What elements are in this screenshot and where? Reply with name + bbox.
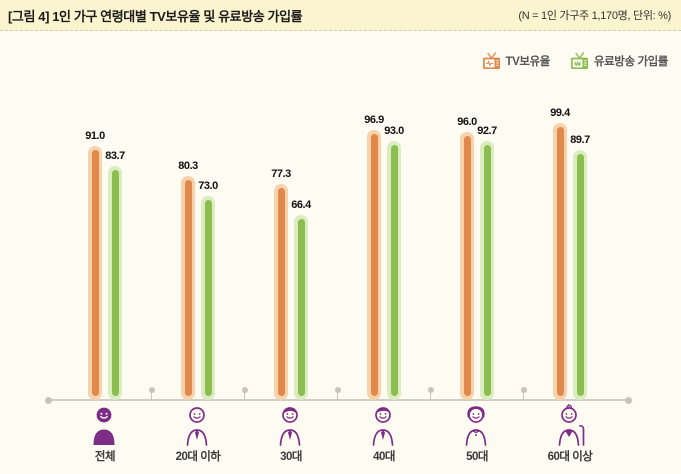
category-label-20대 이하: 20대 이하: [175, 451, 221, 463]
axis-end-dot-left: [44, 396, 52, 404]
svg-text:₩: ₩: [574, 61, 581, 68]
category-label-전체: 전체: [94, 451, 116, 463]
figure-header: [그림 4] 1인 가구 연령대별 TV보유율 및 유료방송 가입률 (N = …: [0, 0, 681, 31]
person-20s-icon: [179, 404, 217, 446]
legend-label-paid-broadcast: 유료방송 가입률: [593, 56, 668, 68]
category-label-50대: 50대: [466, 451, 488, 463]
legend-label-tv-ownership: TV보유율: [505, 56, 551, 68]
value-label-유료방송 가입률-40대: 93.0: [384, 124, 404, 137]
bar-core-TV보유율-60대 이상: [556, 126, 564, 396]
bar-core-TV보유율-30대: [277, 188, 285, 396]
category-label-60대 이상: 60대 이상: [547, 451, 593, 463]
value-label-TV보유율-40대: 96.9: [364, 113, 384, 126]
axis-pin-dot: [520, 387, 527, 393]
bar-core-유료방송 가입률-40대: [390, 144, 398, 396]
axis-pin-stem: [243, 392, 246, 400]
value-label-TV보유율-20대 이하: 80.3: [178, 159, 198, 172]
person-30s-icon: [272, 404, 310, 446]
value-label-유료방송 가입률-60대 이상: 89.7: [570, 133, 590, 146]
figure-title: [그림 4] 1인 가구 연령대별 TV보유율 및 유료방송 가입률: [8, 8, 303, 24]
bar-core-TV보유율-50대: [463, 136, 471, 396]
axis-pin-stem: [429, 392, 432, 400]
value-label-유료방송 가입률-전체: 83.7: [105, 150, 125, 163]
bar-core-유료방송 가입률-30대: [297, 218, 305, 396]
bar-core-유료방송 가입률-20대 이하: [204, 200, 212, 396]
x-axis-line: [48, 399, 628, 401]
axis-pin-dot: [334, 387, 341, 393]
tv-pulse-icon: [482, 52, 500, 70]
value-label-TV보유율-60대 이상: 99.4: [550, 106, 570, 119]
person-elderly-icon: [551, 403, 589, 446]
value-label-TV보유율-전체: 91.0: [85, 130, 105, 143]
sample-size-note: (N = 1인 가구주 1,170명, 단위: %): [518, 10, 671, 22]
person-solid-icon: [86, 404, 124, 446]
category-label-30대: 30대: [280, 451, 302, 463]
axis-pin-dot: [241, 387, 248, 393]
axis-pin-stem: [150, 392, 153, 400]
axis-pin-dot: [427, 387, 434, 393]
person-40s-icon: [365, 404, 403, 446]
bar-core-TV보유율-40대: [370, 133, 378, 396]
bar-core-유료방송 가입률-50대: [483, 145, 491, 396]
value-label-유료방송 가입률-20대 이하: 73.0: [198, 180, 218, 193]
value-label-TV보유율-30대: 77.3: [271, 168, 291, 181]
tv-won-icon: ₩: [570, 52, 588, 70]
value-label-유료방송 가입률-30대: 66.4: [291, 198, 311, 211]
bar-core-TV보유율-전체: [91, 150, 99, 396]
category-label-40대: 40대: [373, 451, 395, 463]
axis-pin-stem: [336, 392, 339, 400]
chart-legend: TV보유율 ₩ 유료방송 가입률: [482, 52, 668, 70]
value-label-TV보유율-50대: 96.0: [457, 116, 477, 129]
legend-item-tv-ownership: TV보유율: [482, 52, 550, 70]
bar-core-TV보유율-20대 이하: [184, 179, 192, 396]
person-50s-icon: [458, 404, 496, 446]
axis-pin-stem: [522, 392, 525, 400]
axis-pin-dot: [148, 387, 155, 393]
value-label-유료방송 가입률-50대: 92.7: [477, 125, 497, 138]
axis-end-dot-right: [624, 396, 632, 404]
bar-core-유료방송 가입률-60대 이상: [576, 153, 584, 396]
legend-item-paid-broadcast: ₩ 유료방송 가입률: [570, 52, 668, 70]
bar-core-유료방송 가입률-전체: [111, 170, 119, 396]
